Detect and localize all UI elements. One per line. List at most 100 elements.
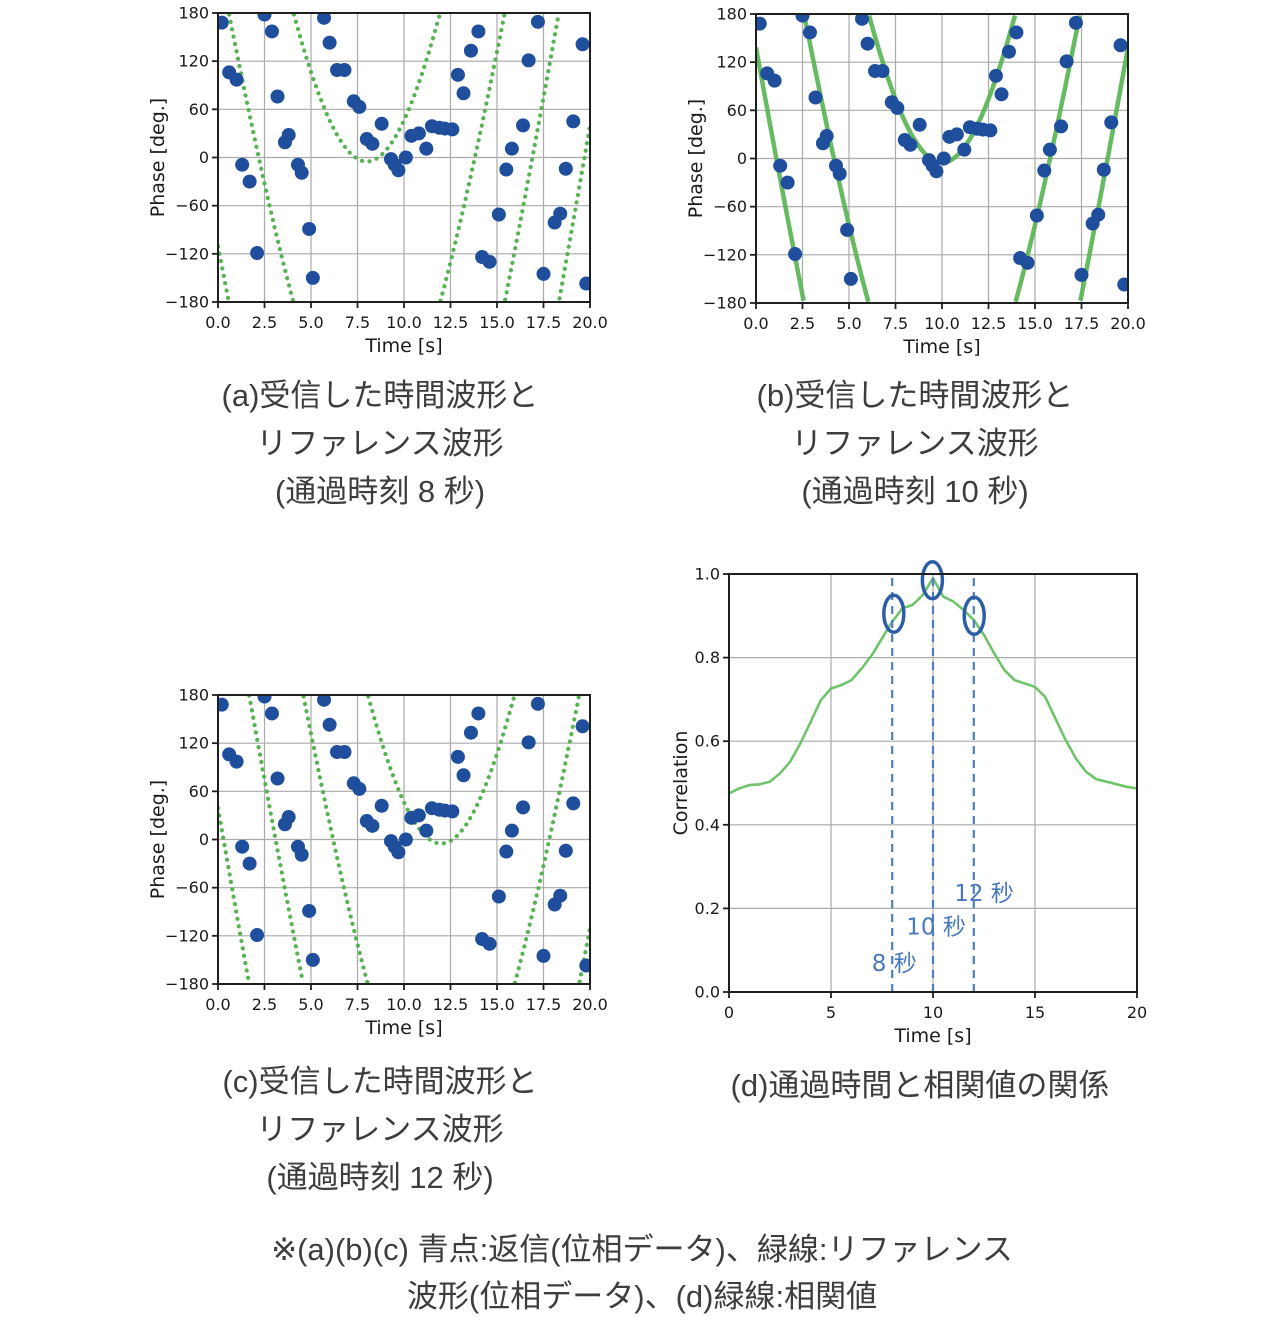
svg-text:10: 10 [923, 1003, 943, 1022]
ylabel-a: Phase [deg.] [147, 98, 169, 217]
ticks-c: 0.0 2.5 5.0 7.5 10.0 12.5 15.0 17.5 20.0 180 120 60… [165, 686, 608, 1015]
phase-scatter-a [218, 13, 590, 291]
caption-d: (d)通過時間と相関値の関係 [640, 1062, 1200, 1110]
svg-text:0: 0 [199, 830, 209, 849]
caption-c-line-3: (通過時刻 12 秒) [266, 1160, 494, 1195]
svg-text:5.0: 5.0 [298, 995, 323, 1014]
highlight-ellipse-12s [962, 595, 986, 637]
caption-c: (c)受信した時間波形と リファレンス波形 (通過時刻 12 秒) [130, 1058, 630, 1202]
svg-text:−180: −180 [703, 294, 747, 313]
caption-b-line-2: リファレンス波形 [791, 426, 1039, 461]
svg-text:−120: −120 [165, 926, 209, 945]
svg-text:180: 180 [178, 686, 209, 705]
svg-text:15.0: 15.0 [479, 313, 515, 332]
svg-text:20.0: 20.0 [1110, 314, 1146, 333]
svg-text:60: 60 [189, 782, 209, 801]
subplot-c: 0.0 2.5 5.0 7.5 10.0 12.5 15.0 17.5 20.0 180 120 60… [147, 686, 608, 1040]
pass-time-annotations: 8 秒 10 秒 12 秒 [872, 560, 1014, 992]
svg-text:0.4: 0.4 [695, 815, 720, 834]
phase-scatter-c [218, 695, 590, 973]
svg-text:−120: −120 [703, 245, 747, 264]
caption-a-line-3: (通過時刻 8 秒) [274, 474, 486, 509]
phase-scatter-b [756, 14, 1128, 292]
ylabel-c: Phase [deg.] [147, 780, 169, 899]
highlight-ellipse-8s [882, 593, 906, 634]
pass-time-label-8s: 8 秒 [872, 951, 917, 977]
svg-text:1.0: 1.0 [695, 565, 720, 584]
svg-text:12.5: 12.5 [971, 314, 1007, 333]
svg-text:60: 60 [727, 101, 747, 120]
svg-text:5.0: 5.0 [298, 313, 323, 332]
svg-text:10.0: 10.0 [924, 314, 960, 333]
svg-text:15: 15 [1025, 1003, 1045, 1022]
svg-text:2.5: 2.5 [252, 313, 277, 332]
svg-text:20.0: 20.0 [572, 995, 608, 1014]
ticks-a: 0.0 2.5 5.0 7.5 10.0 12.5 15.0 17.5 20.0 180 120 60… [165, 4, 608, 333]
subplot-b: 0.0 2.5 5.0 7.5 10.0 12.5 15.0 17.5 20.0 180 120 60… [685, 5, 1146, 359]
svg-text:5: 5 [826, 1003, 836, 1022]
svg-text:−180: −180 [165, 975, 209, 994]
svg-text:0: 0 [737, 149, 747, 168]
svg-text:2.5: 2.5 [790, 314, 815, 333]
svg-text:15.0: 15.0 [479, 995, 515, 1014]
svg-text:0: 0 [199, 148, 209, 167]
svg-text:7.5: 7.5 [345, 995, 370, 1014]
svg-text:12.5: 12.5 [433, 313, 469, 332]
ticks-d: 0 5 10 15 20 0.0 0.2 0.4 0.6 0.8 1.0 [695, 565, 1148, 1023]
svg-text:7.5: 7.5 [345, 313, 370, 332]
svg-text:12.5: 12.5 [433, 995, 469, 1014]
xlabel-b: Time [s] [902, 336, 980, 358]
svg-text:120: 120 [178, 52, 209, 71]
ylabel-d: Correlation [670, 731, 692, 836]
svg-text:−120: −120 [165, 244, 209, 263]
pass-time-label-10s: 10 秒 [906, 914, 966, 940]
svg-text:−60: −60 [713, 197, 747, 216]
caption-b: (b)受信した時間波形と リファレンス波形 (通過時刻 10 秒) [655, 372, 1175, 516]
xlabel-d: Time [s] [893, 1025, 971, 1047]
caption-a-line-1: (a)受信した時間波形と [221, 378, 539, 413]
footnote-line-1: ※(a)(b)(c) 青点:返信(位相データ)、緑線:リファレンス [271, 1232, 1013, 1267]
xlabel-c: Time [s] [364, 1017, 442, 1039]
xlabel-a: Time [s] [364, 335, 442, 357]
svg-text:7.5: 7.5 [883, 314, 908, 333]
svg-text:0.0: 0.0 [695, 983, 720, 1002]
svg-text:−60: −60 [175, 196, 209, 215]
svg-text:17.5: 17.5 [526, 995, 562, 1014]
svg-text:180: 180 [178, 4, 209, 23]
footnote-line-2: 波形(位相データ)、(d)緑線:相関値 [406, 1279, 878, 1314]
svg-text:−60: −60 [175, 878, 209, 897]
svg-text:0.6: 0.6 [695, 732, 720, 751]
reference-curve-c [218, 695, 590, 984]
svg-text:0.0: 0.0 [743, 314, 768, 333]
svg-text:17.5: 17.5 [1064, 314, 1100, 333]
caption-d-line-1: (d)通過時間と相関値の関係 [730, 1068, 1110, 1103]
caption-b-line-3: (通過時刻 10 秒) [801, 474, 1029, 509]
svg-text:20: 20 [1127, 1003, 1147, 1022]
reference-curve-a [218, 13, 590, 302]
svg-text:5.0: 5.0 [836, 314, 861, 333]
svg-text:0.0: 0.0 [205, 313, 230, 332]
caption-a-line-2: リファレンス波形 [256, 426, 504, 461]
pass-time-label-12s: 12 秒 [954, 881, 1014, 907]
svg-text:−180: −180 [165, 293, 209, 312]
svg-text:180: 180 [716, 5, 747, 24]
subplot-d: 8 秒 10 秒 12 秒 0 5 10 15 20 0.0 0.2 0.4 0.6 0.8 1.0 Tim… [670, 560, 1148, 1047]
caption-a: (a)受信した時間波形と リファレンス波形 (通過時刻 8 秒) [130, 372, 630, 516]
svg-text:10.0: 10.0 [386, 995, 422, 1014]
ylabel-b: Phase [deg.] [685, 99, 707, 218]
svg-text:0.0: 0.0 [205, 995, 230, 1014]
svg-text:0.2: 0.2 [695, 899, 720, 918]
svg-text:2.5: 2.5 [252, 995, 277, 1014]
svg-text:10.0: 10.0 [386, 313, 422, 332]
svg-text:60: 60 [189, 100, 209, 119]
svg-text:0: 0 [724, 1003, 734, 1022]
caption-c-line-1: (c)受信した時間波形と [222, 1064, 538, 1099]
subplot-a: 0.0 2.5 5.0 7.5 10.0 12.5 15.0 17.5 20.0 180 120 60… [147, 4, 608, 358]
svg-text:15.0: 15.0 [1017, 314, 1053, 333]
svg-text:20.0: 20.0 [572, 313, 608, 332]
svg-text:120: 120 [716, 53, 747, 72]
svg-text:0.8: 0.8 [695, 648, 720, 667]
figure-footnote: ※(a)(b)(c) 青点:返信(位相データ)、緑線:リファレンス 波形(位相デ… [30, 1226, 1254, 1320]
